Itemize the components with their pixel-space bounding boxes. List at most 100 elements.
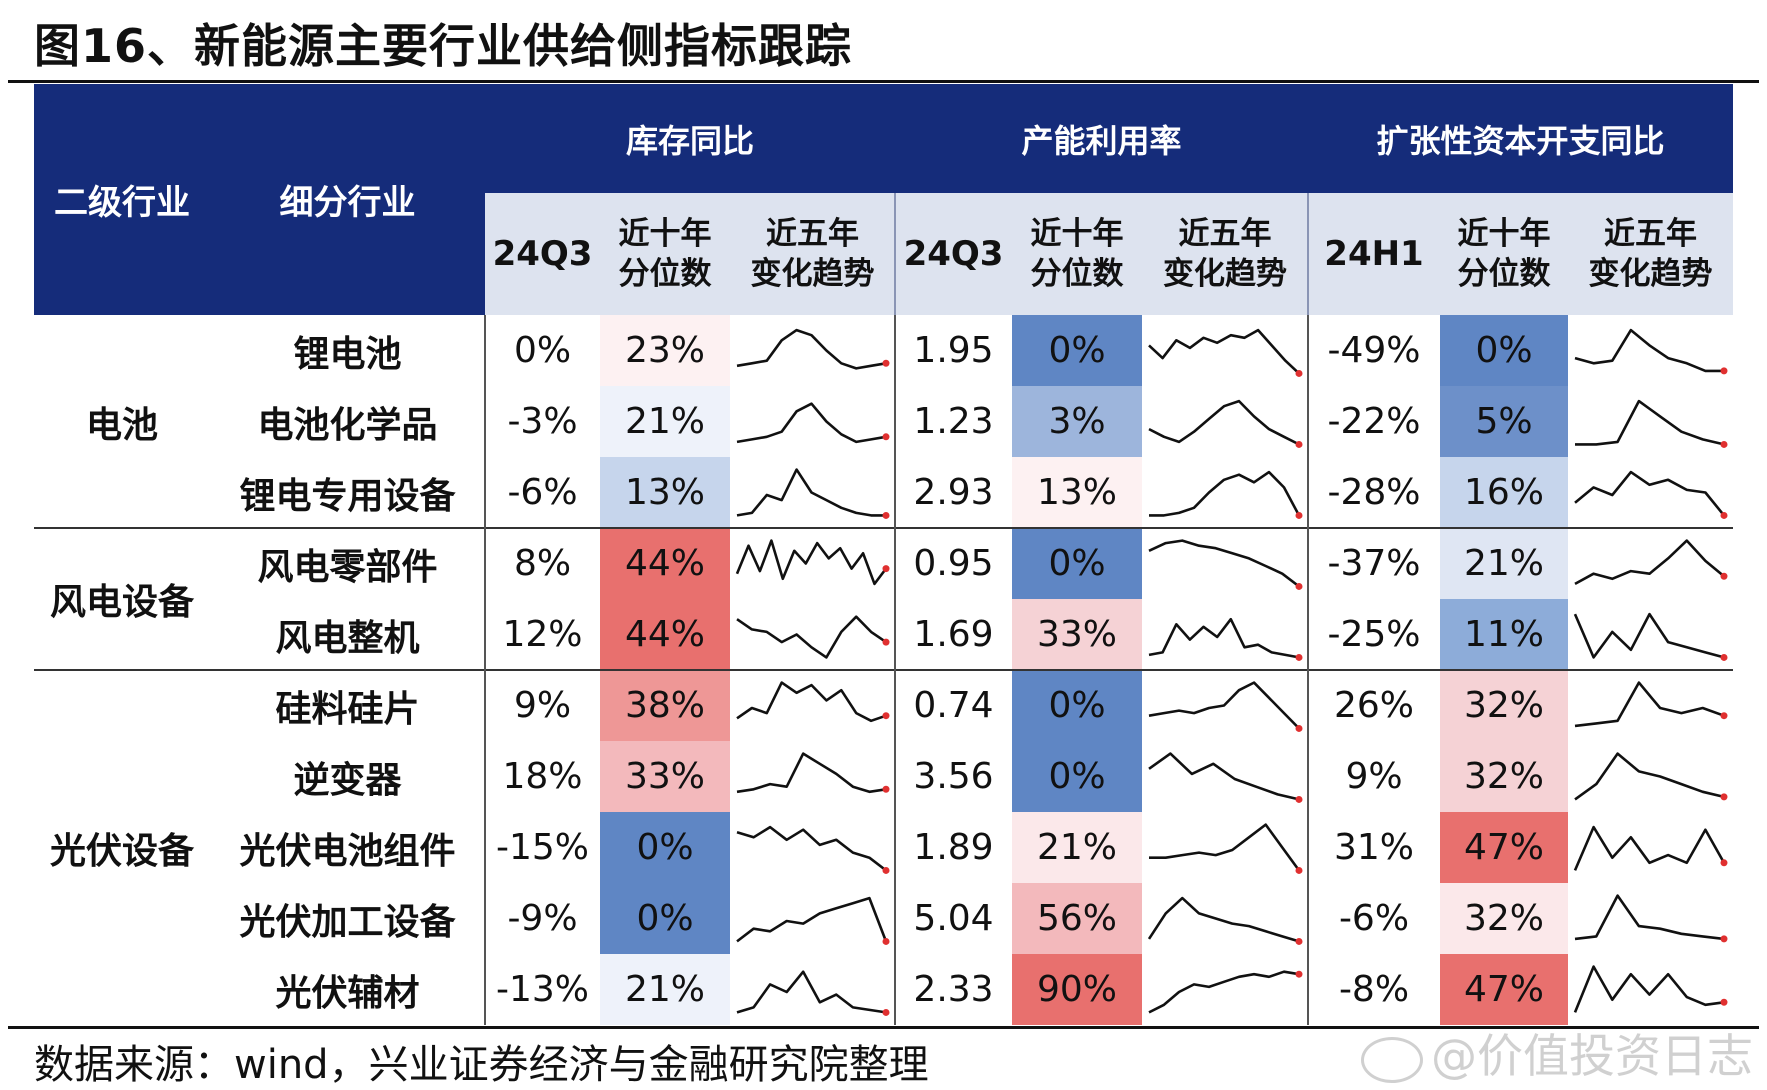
inv-trend-sparkline [736,970,890,1016]
inv-trend-sparkline [736,825,890,874]
source-note: 数据来源：wind，兴业证券经济与金融研究院整理 [34,1042,929,1088]
sparkline-line [1147,896,1300,943]
inv-value: 8% [513,543,572,584]
cap-value: 5.04 [913,898,994,939]
cap-decile-pct: 56% [1012,883,1142,954]
sparkline-last-point [1720,653,1728,661]
capex-decile-pct: 47% [1440,954,1568,1025]
inv-value: 12% [502,614,583,655]
cap-trend-sparkline [1148,617,1303,661]
sparkline-last-point [1295,582,1303,590]
sparkline-line [1574,681,1725,728]
cap-decile-pct: 0% [1012,528,1142,599]
subheader-bg-inv [485,193,895,315]
sparkline-line [1148,328,1300,375]
sparkline-last-point [882,359,890,367]
cap-trend-sparkline [1148,970,1303,1014]
capex-trend-sparkline [1574,539,1728,586]
inv-value: -15% [495,827,589,868]
sparkline-line [736,681,887,723]
sparkline-line [736,328,887,370]
sub-industry-label: 风电零部件 [257,546,438,588]
cap-decile-pct: 21% [1012,812,1142,883]
sparkline-line [736,752,887,794]
header-group-capex: 扩张性资本开支同比 [1376,121,1665,160]
page-title: 图16、新能源主要行业供给侧指标跟踪 [34,19,853,73]
inv-value: 0% [513,330,572,371]
sparkline-line [1574,470,1726,517]
subheader-trend-cap: 近五年 变化趋势 [1163,215,1287,292]
sparkline-last-point [1720,440,1728,448]
sparkline-last-point [1720,367,1728,375]
capex-value: -49% [1327,330,1421,371]
sparkline-line [735,539,888,586]
capex-decile-pct: 5% [1440,386,1568,457]
cap-decile-pct: 13% [1012,457,1142,528]
sub-industry-label: 电池化学品 [257,404,438,446]
cap-value: 1.69 [913,614,994,655]
sub-industry-label: 风电整机 [275,617,420,659]
cap-trend-sparkline [1148,539,1303,590]
cap-trend-sparkline [1148,681,1303,732]
capex-trend-sparkline [1574,681,1728,728]
cap-decile-pct: 0% [1012,741,1142,812]
weibo-logo-icon [1361,1036,1423,1083]
sparkline-line [1148,399,1300,446]
sparkline-line [736,402,887,444]
level2-industry-label: 风电设备 [49,582,194,623]
cap-trend-sparkline [1149,823,1303,874]
sparkline-last-point [882,638,890,646]
inv-value: -3% [507,401,578,442]
sparkline-last-point [882,712,890,720]
header-sub-industry: 细分行业 [279,183,416,223]
sparkline-last-point [882,785,890,793]
subheader-decile-inv: 近十年 分位数 [618,215,712,292]
sparkline-line [736,896,888,943]
sparkline-line [1148,539,1300,588]
sparkline-last-point [1295,970,1303,978]
subheader-period-inv: 24Q3 [492,233,593,274]
sparkline-last-point [882,866,890,874]
capex-decile-pct: 32% [1440,741,1568,812]
capex-trend-sparkline [1574,894,1728,943]
sparkline-last-point [1295,653,1303,661]
cap-trend-sparkline [1148,399,1303,448]
sparkline-last-point [1720,998,1728,1006]
capex-value: -37% [1327,543,1421,584]
column-divider [894,315,896,1025]
level2-industry-label: 电池 [85,404,158,446]
cap-decile-pct: 3% [1012,386,1142,457]
inv-trend-sparkline [736,468,890,519]
sparkline-last-point [882,511,890,519]
cap-decile-pct: 90% [1012,954,1142,1025]
sparkline-last-point [1720,712,1728,720]
inv-trend-sparkline [736,402,890,444]
subheader-bg-cap [895,193,1308,315]
sparkline-last-point [1295,440,1303,448]
sparkline-line [1148,617,1300,659]
sparkline-last-point [1295,511,1303,519]
inv-trend-sparkline [736,752,890,794]
sub-industry-label: 硅料硅片 [275,688,420,730]
inv-decile-pct: 33% [600,741,730,812]
subheader-bg-capex [1308,193,1733,315]
capex-value: -25% [1327,614,1421,655]
subheader-trend-inv: 近五年 变化趋势 [750,215,875,292]
capex-value: -22% [1327,401,1421,442]
sub-industry-label: 光伏电池组件 [239,830,456,872]
subheader-period-cap: 24Q3 [903,233,1004,274]
sparkline-last-point [882,1008,890,1016]
capex-decile-pct: 21% [1440,528,1568,599]
sparkline-last-point [1295,724,1303,732]
cap-decile-pct: 0% [1012,315,1142,386]
inv-decile-pct: 38% [600,670,730,741]
sparkline-last-point [1295,369,1303,377]
capex-trend-sparkline [1574,752,1728,801]
subheader-divider [1307,193,1309,315]
cap-trend-sparkline [1147,896,1303,945]
column-divider [484,315,486,1025]
watermark-text: @价值投资日志 [1431,1029,1753,1083]
subheader-divider [894,193,896,315]
cap-decile-pct: 33% [1012,599,1142,670]
sparkline-last-point [882,937,890,945]
